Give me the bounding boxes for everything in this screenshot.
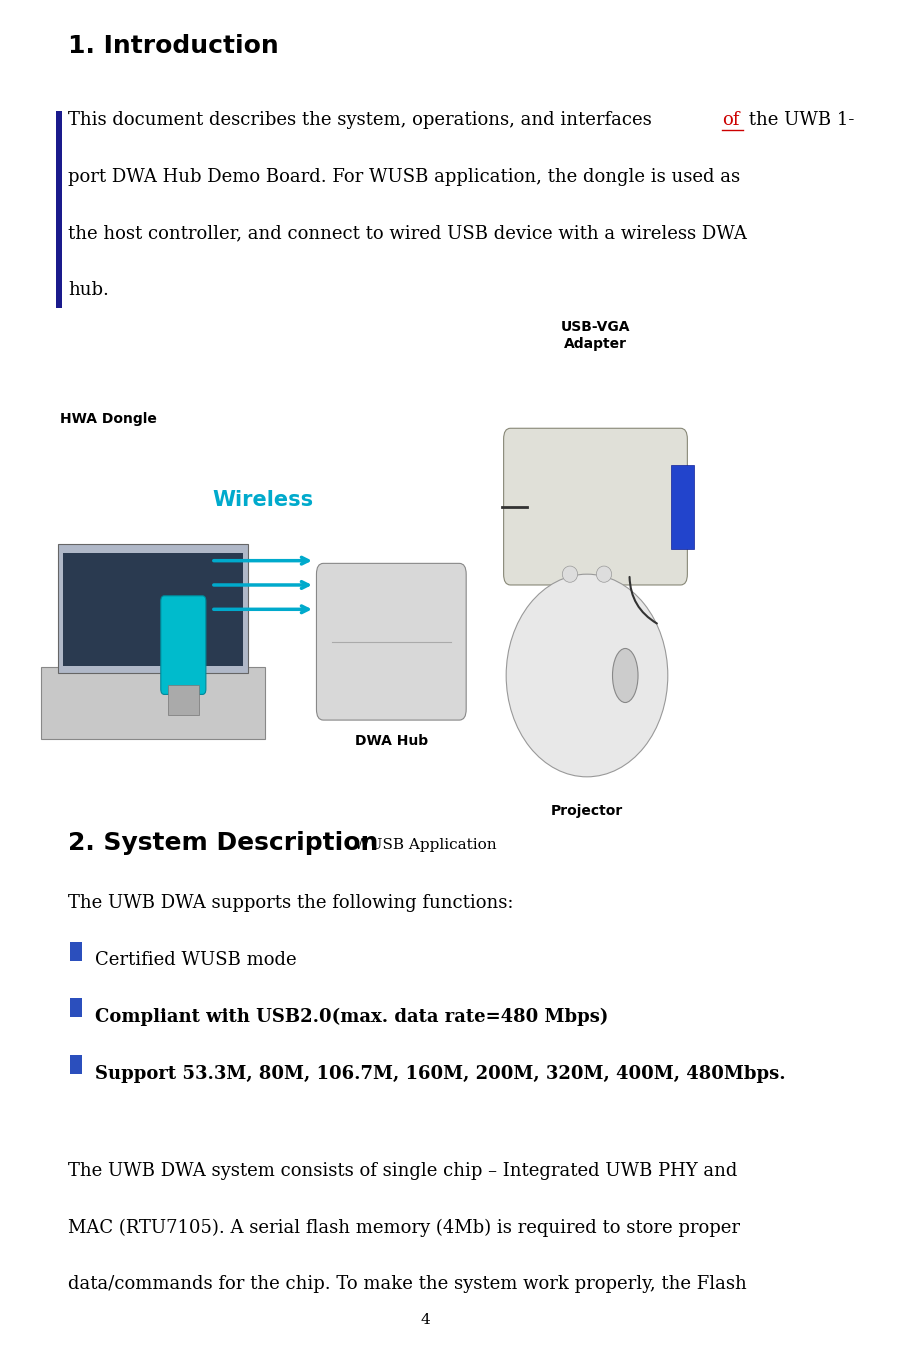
FancyBboxPatch shape — [63, 554, 243, 666]
Text: MAC (RTU7105). A serial flash memory (4Mb) is required to store proper: MAC (RTU7105). A serial flash memory (4M… — [68, 1219, 740, 1238]
Text: of: of — [722, 111, 740, 128]
Text: DWA Hub: DWA Hub — [355, 734, 428, 747]
Ellipse shape — [596, 566, 612, 582]
Ellipse shape — [506, 574, 667, 777]
Text: The UWB DWA supports the following functions:: The UWB DWA supports the following funct… — [68, 894, 513, 912]
Text: the UWB 1-: the UWB 1- — [742, 111, 854, 128]
Ellipse shape — [562, 566, 578, 582]
Bar — [69, 998, 81, 1017]
Text: 2. System Description: 2. System Description — [68, 831, 378, 855]
FancyBboxPatch shape — [671, 465, 694, 549]
Text: HWA Dongle: HWA Dongle — [60, 412, 157, 426]
Text: port DWA Hub Demo Board. For WUSB application, the dongle is used as: port DWA Hub Demo Board. For WUSB applic… — [68, 168, 740, 185]
Text: The UWB DWA system consists of single chip – Integrated UWB PHY and: The UWB DWA system consists of single ch… — [68, 1162, 738, 1179]
FancyBboxPatch shape — [504, 428, 687, 585]
FancyBboxPatch shape — [58, 544, 248, 673]
Bar — [69, 1055, 81, 1074]
Bar — [69, 942, 81, 961]
FancyBboxPatch shape — [41, 667, 266, 739]
Ellipse shape — [613, 648, 638, 703]
FancyBboxPatch shape — [317, 563, 467, 720]
Text: WUSB Application: WUSB Application — [354, 838, 497, 851]
Text: Compliant with USB2.0(max. data rate=480 Mbps): Compliant with USB2.0(max. data rate=480… — [95, 1008, 609, 1027]
FancyBboxPatch shape — [161, 596, 205, 694]
FancyBboxPatch shape — [168, 685, 199, 715]
Text: the host controller, and connect to wired USB device with a wireless DWA: the host controller, and connect to wire… — [68, 224, 747, 242]
Text: Wireless: Wireless — [213, 490, 313, 509]
Text: Projector: Projector — [551, 804, 623, 817]
Text: This document describes the system, operations, and interfaces: This document describes the system, oper… — [68, 111, 657, 128]
Text: hub.: hub. — [68, 281, 109, 299]
Text: 1. Introduction: 1. Introduction — [68, 34, 278, 58]
Text: data/commands for the chip. To make the system work properly, the Flash: data/commands for the chip. To make the … — [68, 1275, 747, 1293]
Text: USB-VGA
Adapter: USB-VGA Adapter — [561, 320, 630, 351]
Text: Support 53.3M, 80M, 106.7M, 160M, 200M, 320M, 400M, 480Mbps.: Support 53.3M, 80M, 106.7M, 160M, 200M, … — [95, 1065, 786, 1082]
Text: 4: 4 — [421, 1313, 430, 1327]
Text: Certified WUSB mode: Certified WUSB mode — [95, 951, 297, 969]
FancyBboxPatch shape — [56, 111, 62, 308]
